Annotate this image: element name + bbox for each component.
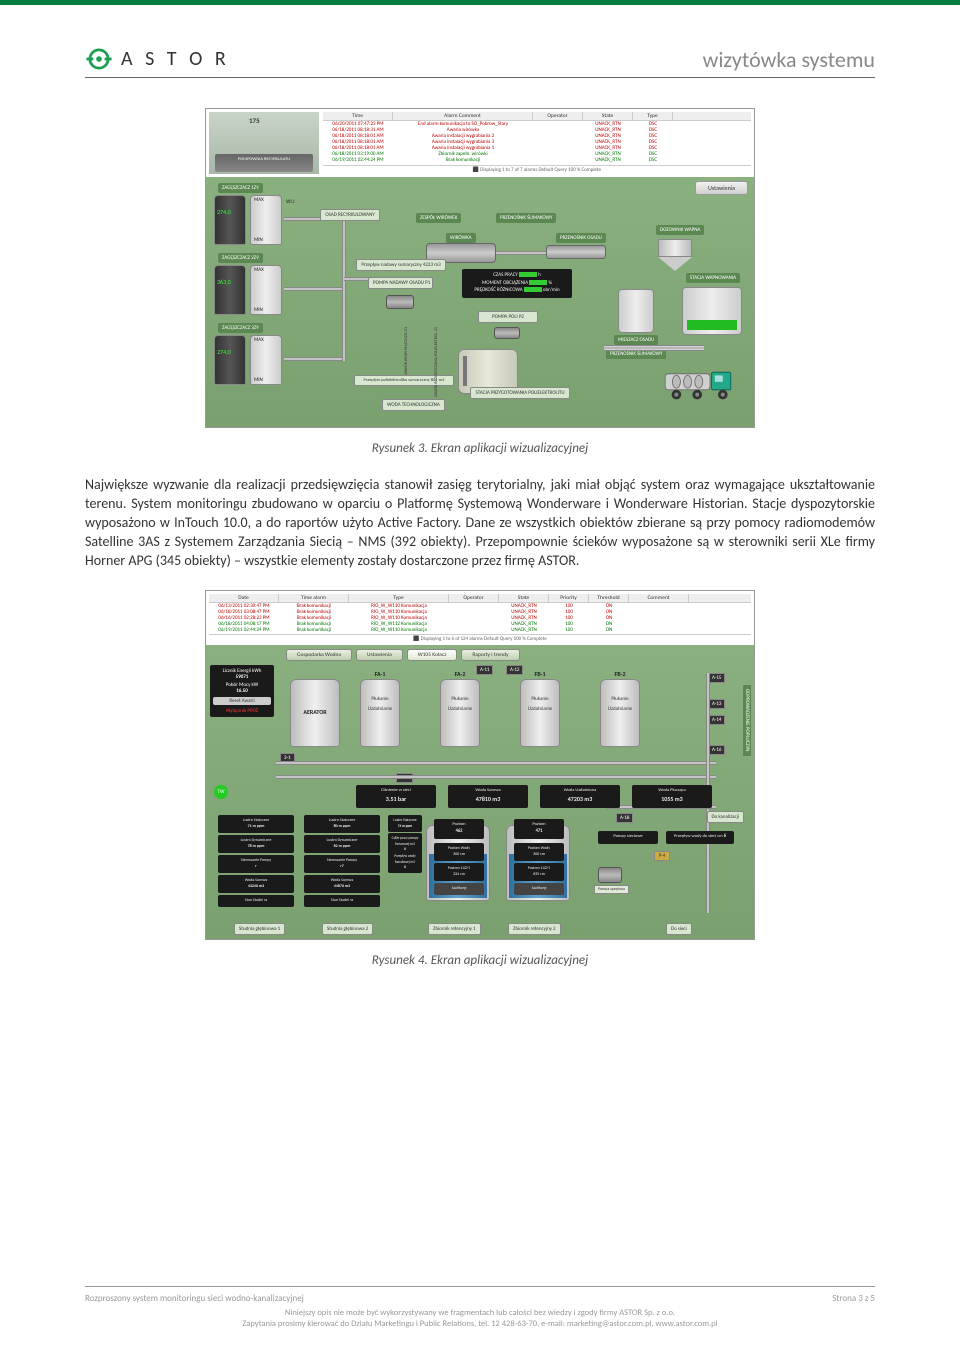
- fig1-hopper: [658, 239, 692, 271]
- fig2-filter-FB-1: FB-1PłukanieUzdatnianie: [520, 679, 560, 747]
- fig1-zawor2: ZAWÓR ROZCIEŃCZANIA POLIELEKTROL. Z2: [434, 327, 439, 397]
- fig2-pompy-panel: Pompy sieciowe: [598, 831, 658, 844]
- figure-1-wrap: 175 POMPOWNIA RECYRKULATU Time Alarm Com…: [85, 108, 875, 456]
- fig2-well-panel: Lustro Dynamiczne78 m ppm: [218, 835, 294, 853]
- fig2-ret2-poziom: Poziom471: [514, 819, 564, 839]
- fig2-tabs: Gospodarka Wodna Ustawienia W105 Kołacz …: [286, 649, 520, 661]
- fig1-osad: OSAD RECYRKULOWANY: [320, 209, 380, 221]
- fig2-ret1-poziom: Poziom462: [434, 819, 484, 839]
- fig2-well-panel: Lustro Statyczne71 m ppm: [218, 815, 294, 833]
- fig2-alarm-header: Date Time alarm Type Operator State Prio…: [209, 594, 751, 603]
- fig1-alarm-header: Time Alarm Comment Operator State Type: [323, 112, 751, 121]
- fig2-side-energy: Licznik Energii kWh 59071 Pobór Mocy kW …: [210, 665, 274, 717]
- fig1-p1: POMPA NADAWY OSADU P1: [368, 277, 433, 289]
- fig1-slimak: PRZENOŚNIK ŚLIMAKOWY: [496, 213, 556, 223]
- fig2-alarm-table: Date Time alarm Type Operator State Prio…: [209, 594, 751, 642]
- fig2-filter-FB-2: FB-2PłukanieUzdatnianie: [600, 679, 640, 747]
- fig1-zag1: ZAGĘSZCZACZ 1Z9: [218, 183, 263, 193]
- fig1-zag2: ZAGĘSZCZACZ 2Z9: [218, 253, 263, 263]
- fig2-reset-button[interactable]: Reset Awarii: [213, 697, 271, 705]
- fig2-well-panel: Stan Studni ss: [304, 895, 380, 907]
- fig2-process-area: Gospodarka Wodna Ustawienia W105 Kołacz …: [206, 645, 754, 939]
- fig2-well-panel: Stan Studni ss: [218, 895, 294, 907]
- fig1-wirowka: WIRÓWKA: [446, 233, 476, 243]
- fig1-lime-station: [682, 287, 742, 335]
- fig2-filter-FA-2: FA-2PłukanieUzdatnianie: [440, 679, 480, 747]
- figure-1-scada: 175 POMPOWNIA RECYRKULATU Time Alarm Com…: [205, 108, 755, 428]
- brand-name: A S T O R: [121, 47, 230, 71]
- main-paragraph: Największe wyzwanie dla realizacji przed…: [85, 476, 875, 570]
- fig1-poli-label: STACJA PRZYGOTOWANIA POLIELEKTROLITU: [470, 387, 570, 399]
- fig1-alarm-row: 06/19/2011 02:44:24 PMBrak komunikacjiUN…: [323, 157, 751, 163]
- fig2-info-panel: Woda Surowa47810 m3: [448, 785, 528, 808]
- fig1-alarm-panel: 175 POMPOWNIA RECYRKULATU Time Alarm Com…: [206, 109, 754, 177]
- fig1-zag3: ZAGĘSZCZACZ 3Z9: [218, 323, 263, 333]
- fig2-well-panel: Lustro Statyczne80 m ppm: [304, 815, 380, 833]
- fig1-process-area: Ustawienia ZAGĘSZCZACZ 1Z9 274,0 Wl.J MA…: [206, 177, 754, 427]
- fig1-zawor1: ZAWÓR WODY PŁUCZĄCEJ Z1: [404, 327, 409, 374]
- footer-disclaimer: Niniejszy opis nie może być wykorzystywa…: [85, 1308, 875, 1330]
- footer-page-number: Strona 3 z 5: [832, 1293, 875, 1304]
- fig2-status-bar: ⬛ Displaying 1 to 6 of 124 alarms Defaul…: [209, 634, 751, 642]
- fig2-well-panel: Woda Surowa44670 m3: [304, 875, 380, 893]
- fig1-przen-osadu: PRZENOŚNIK OSADU: [556, 233, 606, 243]
- fig2-info-panel: Ciśnienie w sieci3.51 bar: [356, 785, 436, 808]
- fig2-alarm-panel: Date Time alarm Type Operator State Prio…: [206, 591, 754, 645]
- fig1-gauge-value: 175: [249, 116, 260, 125]
- fig1-pompownia-box: POMPOWNIA RECYRKULATU: [215, 154, 313, 172]
- figure-2-scada: Date Time alarm Type Operator State Prio…: [205, 590, 755, 940]
- fig2-well-panel: Sterowanie Pompyr7: [304, 855, 380, 873]
- astor-logo-icon: [85, 45, 113, 73]
- page-header: A S T O R wizytówka systemu: [85, 45, 875, 78]
- figure-2-wrap: Date Time alarm Type Operator State Prio…: [85, 590, 875, 968]
- fig2-right-label: ODPROWADZENIE POPŁUCZYN: [743, 685, 751, 755]
- fig2-aerator: AERATOR: [290, 679, 340, 747]
- fig2-tab-ustawienia[interactable]: Ustawienia: [356, 649, 403, 661]
- fig1-wirowek: ZESPÓŁ WIRÓWEK: [416, 213, 461, 223]
- figure-1-caption: Rysunek 3. Ekran aplikacji wizualizacyjn…: [85, 441, 875, 456]
- fig2-well-panel: Woda Surowa43240 m3: [218, 875, 294, 893]
- fig2-tab-raporty[interactable]: Raporty i trendy: [461, 649, 519, 661]
- fig2-aux-panel: Lustro Statyczne74 m ppm: [388, 815, 422, 832]
- fig2-aux-panel: Przepływ wody kanałowej m30: [388, 851, 422, 873]
- brand-logo: A S T O R: [85, 45, 230, 73]
- fig1-mieszacz-label: MIESZACZ OSADU: [614, 335, 658, 345]
- footer-left: Rozproszony system monitoringu sieci wod…: [85, 1293, 304, 1304]
- fig2-tab-gospodarka[interactable]: Gospodarka Wodna: [286, 649, 352, 661]
- fig1-tank2: 363,0: [214, 265, 246, 315]
- fig2-well-panel: Sterowanie Pompyr: [218, 855, 294, 873]
- fig1-alarm-table: Time Alarm Comment Operator State Type 0…: [323, 112, 751, 174]
- fig1-pompownia-label: POMPOWNIA RECYRKULATU: [215, 154, 313, 162]
- fig1-tank3: 274,0: [214, 335, 246, 385]
- fig1-truck-icon: [662, 367, 742, 403]
- fig1-tank1: 274,0: [214, 195, 246, 245]
- fig2-tw-indicator: TW: [214, 785, 228, 799]
- fig2-alarm-row: 06/19/2011 02:44:24 PMBrak komunikacjiRI…: [209, 627, 751, 633]
- fig1-dozownik: DOZOWNIK WAPNA: [656, 225, 704, 235]
- fig1-measure-panel: CZAS PRACY h MOMENT OBCIĄŻENIA % PRĘDKOŚ…: [462, 269, 572, 298]
- fig1-woda: WODA TECHNOLOGICZNA: [382, 399, 445, 411]
- fig1-top-gauge-area: 175 POMPOWNIA RECYRKULATU: [209, 112, 319, 174]
- fig1-settings-button[interactable]: Ustawienia: [695, 181, 748, 195]
- fig1-status-bar: ⬛ Displaying 1 to 7 of 7 alarms Default …: [323, 165, 751, 173]
- fig1-mixer: [618, 289, 654, 333]
- figure-2-caption: Rysunek 4. Ekran aplikacji wizualizacyjn…: [85, 953, 875, 968]
- document-title: wizytówka systemu: [703, 46, 875, 73]
- fig2-info-panel: Woda Uzdatniona47203 m3: [540, 785, 620, 808]
- fig1-p2: POMPA POLI P2: [478, 311, 538, 323]
- fig1-flow1: Przepływ nadawy sumaryczny 4223 m3: [356, 259, 446, 271]
- fig1-conveyor: [546, 245, 606, 259]
- fig2-tab-w105[interactable]: W105 Kołacz: [407, 649, 458, 661]
- fig1-lime-label: STACJA WAPNOWANIA: [686, 273, 740, 283]
- fig2-well-panel: Lustro Dynamiczne62 m ppm: [304, 835, 380, 853]
- fig2-info-panel: Woda Płucząca1055 m3: [632, 785, 712, 808]
- fig2-ppoz-button[interactable]: Wyłącznik PPOŻ: [213, 708, 271, 714]
- page-footer: Rozproszony system monitoringu sieci wod…: [85, 1286, 875, 1330]
- fig1-flow2: Przepływ polielektroliku sumaryczny 801 …: [354, 375, 454, 386]
- fig2-filter-FA-1: FA-1PłukanieUzdatnianie: [360, 679, 400, 747]
- page: A S T O R wizytówka systemu 175 POMPOWNI…: [0, 0, 960, 1355]
